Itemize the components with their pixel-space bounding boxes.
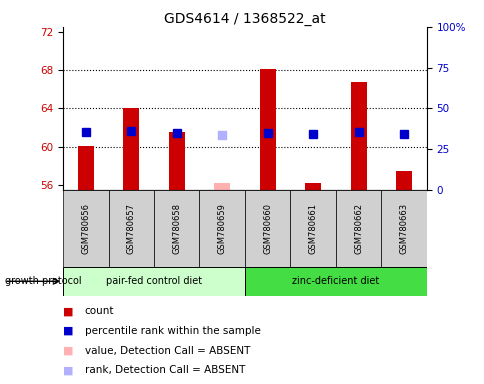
Text: GSM780657: GSM780657 — [126, 203, 136, 254]
Bar — [304, 183, 320, 190]
Text: pair-fed control diet: pair-fed control diet — [106, 276, 202, 286]
Bar — [350, 82, 366, 190]
Bar — [63, 267, 244, 296]
Bar — [395, 171, 411, 190]
Text: percentile rank within the sample: percentile rank within the sample — [85, 326, 260, 336]
Text: GSM780663: GSM780663 — [399, 203, 408, 254]
Bar — [290, 190, 335, 267]
Text: ■: ■ — [63, 365, 74, 375]
Bar — [63, 190, 108, 267]
Bar — [214, 183, 230, 190]
Text: growth protocol: growth protocol — [5, 276, 81, 286]
Title: GDS4614 / 1368522_at: GDS4614 / 1368522_at — [164, 12, 325, 26]
Text: GSM780661: GSM780661 — [308, 203, 317, 254]
Bar — [244, 190, 290, 267]
Bar — [259, 69, 275, 190]
Text: GSM780656: GSM780656 — [81, 203, 90, 254]
Bar — [77, 146, 93, 190]
Bar — [244, 267, 426, 296]
Text: zinc-deficient diet: zinc-deficient diet — [292, 276, 378, 286]
Bar — [108, 190, 153, 267]
Text: rank, Detection Call = ABSENT: rank, Detection Call = ABSENT — [85, 365, 245, 375]
Text: GSM780662: GSM780662 — [353, 203, 363, 254]
Bar — [335, 190, 380, 267]
Text: value, Detection Call = ABSENT: value, Detection Call = ABSENT — [85, 346, 250, 356]
Bar — [168, 132, 184, 190]
Text: count: count — [85, 306, 114, 316]
Text: GSM780658: GSM780658 — [172, 203, 181, 254]
Bar — [123, 109, 139, 190]
Bar — [380, 190, 426, 267]
Text: GSM780659: GSM780659 — [217, 203, 226, 254]
Bar — [199, 190, 244, 267]
Text: ■: ■ — [63, 306, 74, 316]
Text: ■: ■ — [63, 326, 74, 336]
Text: GSM780660: GSM780660 — [263, 203, 272, 254]
Text: ■: ■ — [63, 346, 74, 356]
Bar — [153, 190, 199, 267]
